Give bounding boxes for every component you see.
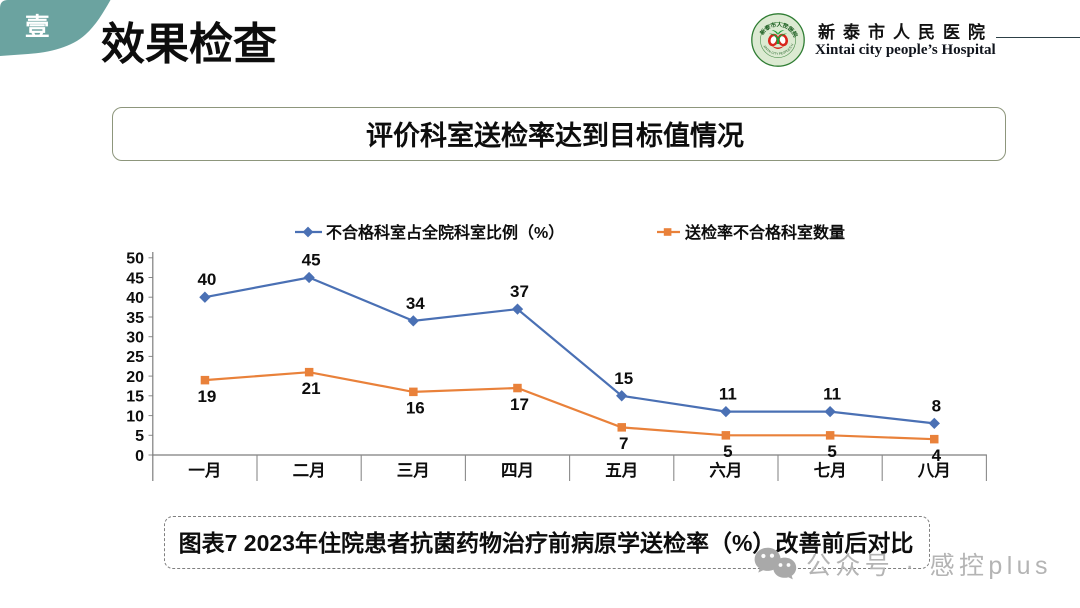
svg-text:45: 45 [126, 270, 144, 287]
svg-text:15: 15 [614, 369, 633, 388]
svg-text:30: 30 [126, 330, 144, 347]
svg-text:10: 10 [126, 408, 144, 425]
svg-text:五月: 五月 [605, 461, 638, 480]
svg-text:11: 11 [823, 385, 841, 404]
svg-text:34: 34 [406, 294, 425, 313]
svg-text:20: 20 [126, 369, 144, 386]
svg-text:25: 25 [126, 349, 144, 366]
svg-text:21: 21 [302, 379, 321, 398]
svg-text:5: 5 [723, 442, 732, 461]
svg-text:0: 0 [135, 448, 144, 465]
svg-text:5: 5 [135, 428, 144, 445]
svg-text:50: 50 [126, 251, 144, 268]
svg-text:11: 11 [719, 385, 737, 404]
svg-text:八月: 八月 [918, 461, 951, 480]
svg-text:8: 8 [932, 396, 941, 415]
svg-text:六月: 六月 [709, 460, 742, 480]
svg-text:35: 35 [126, 310, 144, 327]
svg-text:19: 19 [197, 387, 216, 406]
svg-text:三月: 三月 [397, 461, 430, 480]
svg-text:送检率不合格科室数量: 送检率不合格科室数量 [684, 223, 845, 242]
svg-text:40: 40 [126, 290, 144, 307]
svg-text:二月: 二月 [293, 461, 326, 480]
svg-text:16: 16 [406, 399, 425, 418]
svg-text:7: 7 [619, 434, 628, 453]
svg-text:一月: 一月 [188, 461, 221, 480]
svg-text:45: 45 [302, 251, 321, 270]
svg-text:17: 17 [510, 395, 529, 414]
svg-text:15: 15 [126, 389, 144, 406]
svg-text:四月: 四月 [501, 461, 534, 480]
svg-text:4: 4 [932, 446, 942, 465]
svg-text:不合格科室占全院科室比例（%）: 不合格科室占全院科室比例（%） [326, 223, 564, 242]
svg-text:40: 40 [197, 270, 216, 289]
svg-text:5: 5 [827, 442, 836, 461]
svg-text:七月: 七月 [814, 461, 847, 480]
svg-text:37: 37 [510, 282, 529, 301]
